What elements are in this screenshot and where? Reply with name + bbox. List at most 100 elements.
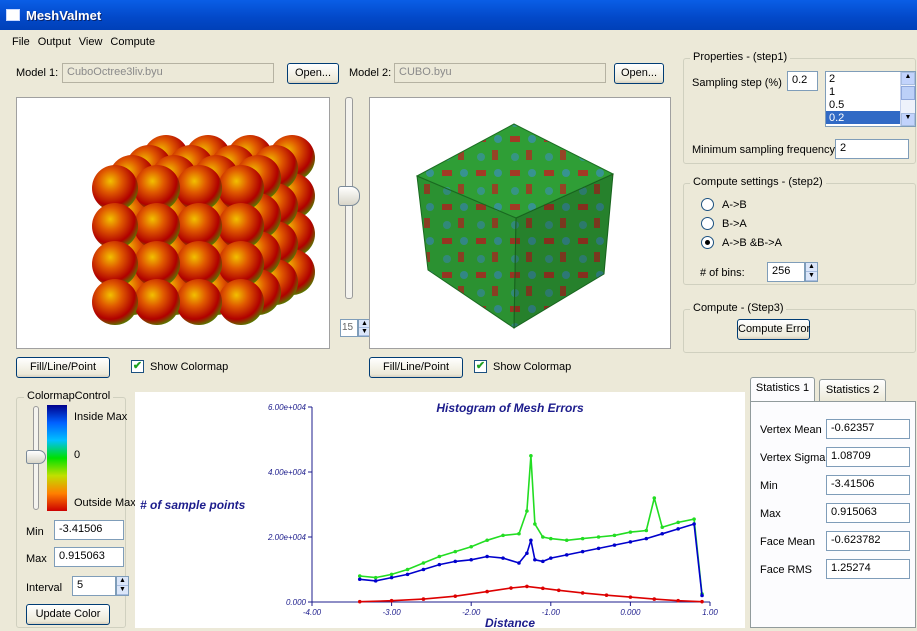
menu-bar: File Output View Compute bbox=[0, 36, 157, 54]
colormap-inside-label: Inside Max bbox=[74, 411, 128, 423]
model1-open-button[interactable]: Open... bbox=[287, 63, 339, 84]
show-colormap-label-2: Show Colormap bbox=[493, 361, 572, 373]
stat-value-field[interactable]: 1.25274 bbox=[826, 559, 910, 579]
title-bar[interactable]: MeshValmet bbox=[0, 0, 917, 30]
y-tick-label: 4.00e+004 bbox=[268, 468, 307, 477]
model2-viewport[interactable] bbox=[369, 97, 671, 349]
tab-statistics-1[interactable]: Statistics 1 bbox=[750, 377, 815, 402]
stat-value-field[interactable]: -0.62357 bbox=[826, 419, 910, 439]
show-colormap-checkbox-2[interactable]: ✔ bbox=[474, 360, 487, 373]
model2-open-button[interactable]: Open... bbox=[614, 63, 664, 84]
series-point bbox=[549, 536, 553, 541]
sampling-list-scrollbar[interactable]: ▲ ▼ bbox=[900, 72, 915, 126]
chart-xlabel: Distance bbox=[485, 616, 535, 628]
properties-title: Properties - (step1) bbox=[690, 51, 791, 63]
show-colormap-label-1: Show Colormap bbox=[150, 361, 229, 373]
colormap-slider-thumb[interactable] bbox=[26, 450, 46, 464]
stat-value-field[interactable]: -0.623782 bbox=[826, 531, 910, 551]
octree-sphere bbox=[176, 165, 222, 211]
colormap-interval-spinner[interactable]: ▲ ▼ bbox=[116, 576, 129, 596]
colormap-interval-field[interactable]: 5 bbox=[72, 576, 116, 596]
series-point bbox=[676, 520, 680, 525]
sampling-option-selected[interactable]: 0.2 bbox=[826, 111, 915, 124]
stat-label: Face Mean bbox=[760, 536, 816, 548]
colormap-title: ColormapControl bbox=[24, 390, 114, 402]
fill-line-point-button-2[interactable]: Fill/Line/Point bbox=[369, 357, 463, 378]
menu-compute[interactable]: Compute bbox=[110, 36, 156, 48]
fill-line-point-button-1[interactable]: Fill/Line/Point bbox=[16, 357, 110, 378]
x-tick-label: 1.00 bbox=[702, 608, 718, 617]
series-point bbox=[501, 533, 505, 538]
sampling-option[interactable]: 0.5 bbox=[829, 99, 845, 111]
sampling-option[interactable]: 1 bbox=[829, 86, 836, 98]
model1-file-field[interactable]: CuboOctree3liv.byu bbox=[62, 63, 274, 83]
series-point bbox=[453, 559, 458, 564]
sampling-step-field[interactable]: 0.2 bbox=[787, 71, 818, 91]
series-point bbox=[373, 579, 378, 583]
octree-sphere bbox=[134, 165, 180, 211]
series-point bbox=[580, 591, 585, 595]
stat-value-field[interactable]: -3.41506 bbox=[826, 475, 910, 495]
series-point bbox=[644, 528, 649, 533]
octree-sphere bbox=[176, 241, 222, 287]
octree-sphere bbox=[92, 279, 138, 325]
model1-viewport[interactable] bbox=[16, 97, 330, 349]
x-tick-label: -3.00 bbox=[382, 608, 401, 617]
radio-both[interactable] bbox=[701, 236, 714, 249]
update-color-button[interactable]: Update Color bbox=[26, 604, 110, 625]
series-point bbox=[389, 572, 394, 577]
compute-error-button[interactable]: Compute Error bbox=[737, 319, 810, 340]
compute-title: Compute - (Step3) bbox=[690, 302, 787, 314]
menu-file[interactable]: File bbox=[12, 36, 30, 48]
radio-b-to-a[interactable] bbox=[701, 217, 714, 230]
series-point bbox=[660, 525, 665, 530]
menu-output[interactable]: Output bbox=[37, 36, 71, 48]
series-point bbox=[529, 453, 533, 458]
x-tick-label: -2.00 bbox=[462, 608, 481, 617]
menu-view[interactable]: View bbox=[78, 36, 103, 48]
octree-sphere bbox=[134, 279, 180, 325]
series-point bbox=[580, 536, 585, 541]
series-point bbox=[628, 530, 633, 534]
show-colormap-checkbox-1[interactable]: ✔ bbox=[131, 360, 144, 373]
zoom-slider-thumb[interactable] bbox=[338, 186, 360, 206]
series-point bbox=[357, 599, 362, 604]
series-point bbox=[469, 544, 474, 549]
series-point bbox=[700, 593, 704, 598]
colormap-max-field[interactable]: 0.915063 bbox=[54, 547, 124, 567]
stat-value-field[interactable]: 0.915063 bbox=[826, 503, 910, 523]
colormap-min-field[interactable]: -3.41506 bbox=[54, 520, 124, 540]
model1-label: Model 1: bbox=[16, 67, 59, 79]
y-tick-label: 0.000 bbox=[286, 598, 307, 607]
series-point bbox=[596, 546, 601, 551]
series-point bbox=[676, 527, 680, 531]
series-point bbox=[517, 531, 521, 536]
radio-b-to-a-label: B->A bbox=[722, 218, 747, 230]
x-tick-label: 0.000 bbox=[620, 608, 641, 617]
series-point bbox=[421, 561, 426, 565]
min-freq-field[interactable]: 2 bbox=[835, 139, 909, 159]
chart-ylabel: # of sample points bbox=[140, 498, 246, 512]
series-point bbox=[453, 549, 458, 554]
series-point bbox=[652, 597, 657, 601]
zoom-value-field[interactable]: 15 bbox=[340, 319, 358, 337]
stat-label: Vertex Mean bbox=[760, 424, 822, 436]
series-point bbox=[692, 517, 696, 521]
series-point bbox=[485, 554, 489, 559]
radio-a-to-b[interactable] bbox=[701, 198, 714, 211]
colormap-outside-label: Outside Max bbox=[74, 497, 136, 509]
series-point bbox=[437, 562, 442, 567]
bins-field[interactable]: 256 bbox=[767, 262, 805, 282]
sampling-option[interactable]: 2 bbox=[829, 73, 836, 85]
tab-statistics-2[interactable]: Statistics 2 bbox=[819, 379, 886, 401]
stat-value-field[interactable]: 1.08709 bbox=[826, 447, 910, 467]
model2-file-field[interactable]: CUBO.byu bbox=[394, 63, 606, 83]
zoom-spinner[interactable]: ▲ ▼ bbox=[358, 319, 371, 337]
series-point bbox=[469, 557, 474, 562]
series-point bbox=[596, 535, 601, 539]
series-point bbox=[556, 588, 561, 593]
series-point bbox=[485, 538, 489, 543]
bins-spinner[interactable]: ▲ ▼ bbox=[805, 262, 818, 282]
min-freq-label: Minimum sampling frequency bbox=[692, 144, 836, 156]
stat-label: Min bbox=[760, 480, 778, 492]
